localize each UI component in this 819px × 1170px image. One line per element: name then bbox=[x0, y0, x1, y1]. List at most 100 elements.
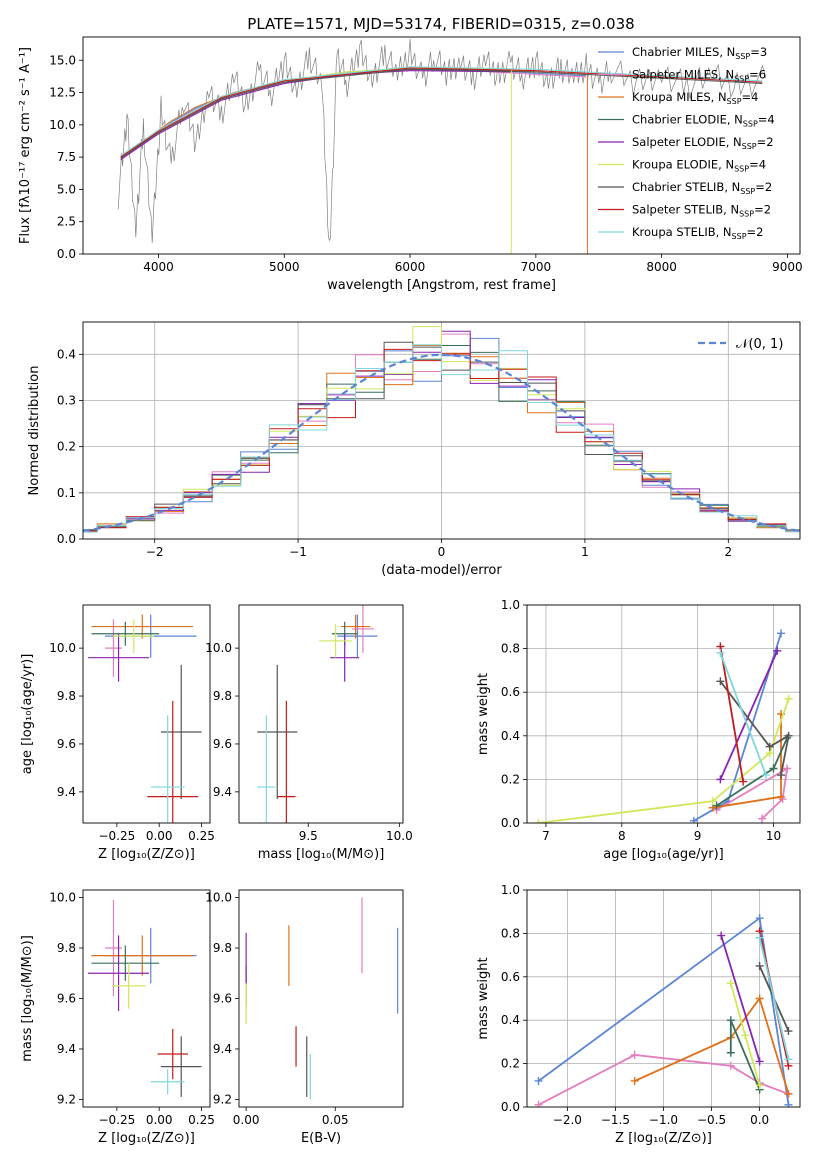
histogram-kroupa-stelib bbox=[83, 344, 800, 533]
panel-age-vs-Z: −0.25 0.00 0.25 9.4 9.6 9.8 10.0 Z [log₁₀(Z/Z⊙)… bbox=[20, 604, 215, 862]
y-tick-label: 9.6 bbox=[213, 992, 232, 1006]
y-tick-label: 9.2 bbox=[57, 1092, 76, 1106]
x-tick-label: 0.00 bbox=[146, 829, 173, 843]
y-axis-label: mass weight bbox=[476, 673, 491, 755]
x-tick-label: 5000 bbox=[269, 260, 300, 274]
y-tick-label: 0.6 bbox=[501, 685, 520, 699]
spectrum-legend: Chabrier MILES, NSSP=3 Salpeter MILES, NS… bbox=[598, 45, 775, 241]
x-tick-label: 8000 bbox=[646, 260, 677, 274]
x-tick-label: 9000 bbox=[772, 260, 803, 274]
errorbar-kroupa-miles bbox=[341, 614, 371, 639]
axes-frame bbox=[82, 36, 801, 255]
x-tick-label: 10.0 bbox=[386, 829, 413, 843]
y-tick-label: 9.8 bbox=[57, 941, 76, 955]
y-tick-label: 9.4 bbox=[213, 1042, 232, 1056]
y-tick-label: 10.0 bbox=[49, 891, 76, 905]
y-tick-label: 10.0 bbox=[49, 641, 76, 655]
y-tick-label: 10.0 bbox=[205, 641, 232, 655]
residual-legend: 𝒩(0, 1) bbox=[698, 337, 783, 352]
axes: −0.25 0.00 0.25 9.2 9.4 9.6 9.8 10.0 Z [log₁₀(Z/… bbox=[20, 889, 215, 1146]
weight-marker bbox=[630, 1076, 639, 1085]
y-axis-label: Flux [fλ10⁻¹⁷ erg cm⁻² s⁻¹ A⁻¹] bbox=[18, 47, 33, 244]
weight-marker bbox=[534, 1076, 543, 1085]
weight-marker bbox=[630, 1050, 639, 1059]
legend-subscript: SSP bbox=[735, 52, 750, 61]
y-tick-label: 9.4 bbox=[57, 785, 76, 799]
y-tick-label: 10.0 bbox=[205, 891, 232, 905]
y-tick-label: 1.0 bbox=[501, 598, 520, 612]
axes-frame bbox=[526, 889, 801, 1108]
panel-mass-weight-vs-age: 7 8 9 10 0.0 0.2 0.4 0.6 0.8 1.0 age [log₁₀(age/yr… bbox=[476, 598, 801, 862]
x-tick-label: 0.25 bbox=[188, 829, 215, 843]
model-kroupa-stelib bbox=[120, 66, 763, 157]
plot-area bbox=[245, 897, 399, 1100]
errorbar-salpeter-stelib bbox=[277, 700, 296, 823]
weight-marker bbox=[741, 1031, 750, 1040]
y-tick-label: 0.0 bbox=[57, 247, 76, 261]
weight-marker bbox=[708, 797, 717, 806]
weight-line bbox=[634, 996, 790, 1095]
errorbar-salpeter-elodie bbox=[88, 935, 150, 1012]
x-tick-label: 0.05 bbox=[322, 1113, 349, 1127]
errorbar-salpeter-miles bbox=[105, 900, 122, 996]
weights-kroupa-stelib bbox=[716, 648, 770, 780]
errorbar-chabrier-stelib bbox=[160, 664, 202, 800]
y-tick-label: 9.4 bbox=[57, 1042, 76, 1056]
panel-residuals: −2 −1 0 1 2 0.0 0.1 0.2 0.3 0.4 (data-model)/error… bbox=[27, 321, 801, 578]
weight-marker bbox=[784, 694, 793, 703]
y-tick-label: 9.8 bbox=[213, 941, 232, 955]
weight-line bbox=[716, 766, 789, 820]
axes: −2.0 −1.5 −1.0 −0.5 0.0 0.0 0.2 0.4 0.6 0.8 1.0 Z [… bbox=[476, 883, 801, 1146]
errorbar-kroupa-miles bbox=[91, 935, 194, 976]
y-tick-label: 9.2 bbox=[213, 1092, 232, 1106]
weight-marker bbox=[755, 1057, 764, 1066]
weight-marker bbox=[755, 914, 764, 923]
axes: 4000 5000 6000 7000 8000 9000 0.0 2.5 5.0 7.5 10.0… bbox=[18, 36, 803, 293]
weight-marker bbox=[761, 771, 770, 780]
x-tick-label: 4000 bbox=[143, 260, 174, 274]
errorbar-kroupa-elodie bbox=[111, 963, 146, 1009]
legend-subscript: SSP bbox=[739, 210, 754, 219]
legend-subscript: SSP bbox=[734, 165, 749, 174]
legend-nssp: =3 bbox=[750, 45, 767, 59]
plot-area bbox=[534, 914, 793, 1107]
panel-mass-weight-vs-Z: −2.0 −1.5 −1.0 −0.5 0.0 0.0 0.2 0.4 0.6 0.8 1.0 Z [… bbox=[476, 883, 801, 1146]
x-axis-label: Z [log₁₀(Z/Z⊙)] bbox=[98, 847, 195, 862]
weight-marker bbox=[755, 1081, 764, 1090]
weight-marker bbox=[758, 814, 767, 823]
weights-chabrier-miles bbox=[534, 914, 793, 1107]
weights-kroupa-stelib bbox=[755, 933, 793, 1064]
y-axis-label: mass [log₁₀(M/M⊙)] bbox=[20, 935, 35, 1062]
axes-frame bbox=[82, 889, 211, 1108]
weight-marker bbox=[717, 931, 726, 940]
weight-marker bbox=[739, 777, 748, 786]
errorbar-salpeter-stelib bbox=[157, 1028, 188, 1080]
y-tick-label: 0.8 bbox=[501, 926, 520, 940]
weight-marker bbox=[726, 1048, 735, 1057]
weight-line bbox=[720, 935, 761, 1062]
legend-subscript: SSP bbox=[743, 120, 758, 129]
weight-line bbox=[719, 652, 767, 776]
legend-label-kroupa-elodie: Kroupa ELODIE, NSSP=4 bbox=[632, 158, 766, 174]
legend-nssp: =2 bbox=[747, 225, 764, 239]
errorbar-kroupa-elodie bbox=[113, 619, 155, 653]
errorbar-chabrier-miles bbox=[337, 614, 378, 658]
plot-area bbox=[83, 326, 800, 533]
y-tick-label: 7.5 bbox=[57, 150, 76, 164]
legend-nssp: =2 bbox=[757, 135, 774, 149]
model-salpeter-elodie bbox=[120, 70, 511, 161]
weight-line bbox=[538, 698, 790, 823]
weight-marker bbox=[784, 1055, 793, 1064]
weight-marker bbox=[773, 646, 782, 655]
weights-kroupa-elodie bbox=[534, 694, 793, 823]
weights-salpeter-elodie bbox=[717, 931, 764, 1066]
weights-kroupa-elodie bbox=[726, 979, 764, 1090]
weight-marker bbox=[765, 742, 774, 751]
x-tick-label: 0.00 bbox=[233, 1113, 260, 1127]
legend-label-salpeter-miles: Salpeter MILES, NSSP=6 bbox=[632, 68, 766, 84]
plot-area bbox=[257, 605, 378, 823]
x-tick-label: −2.0 bbox=[553, 1113, 582, 1127]
legend-label-kroupa-miles: Kroupa MILES, NSSP=4 bbox=[632, 90, 758, 106]
x-tick-label: −1 bbox=[289, 545, 307, 559]
